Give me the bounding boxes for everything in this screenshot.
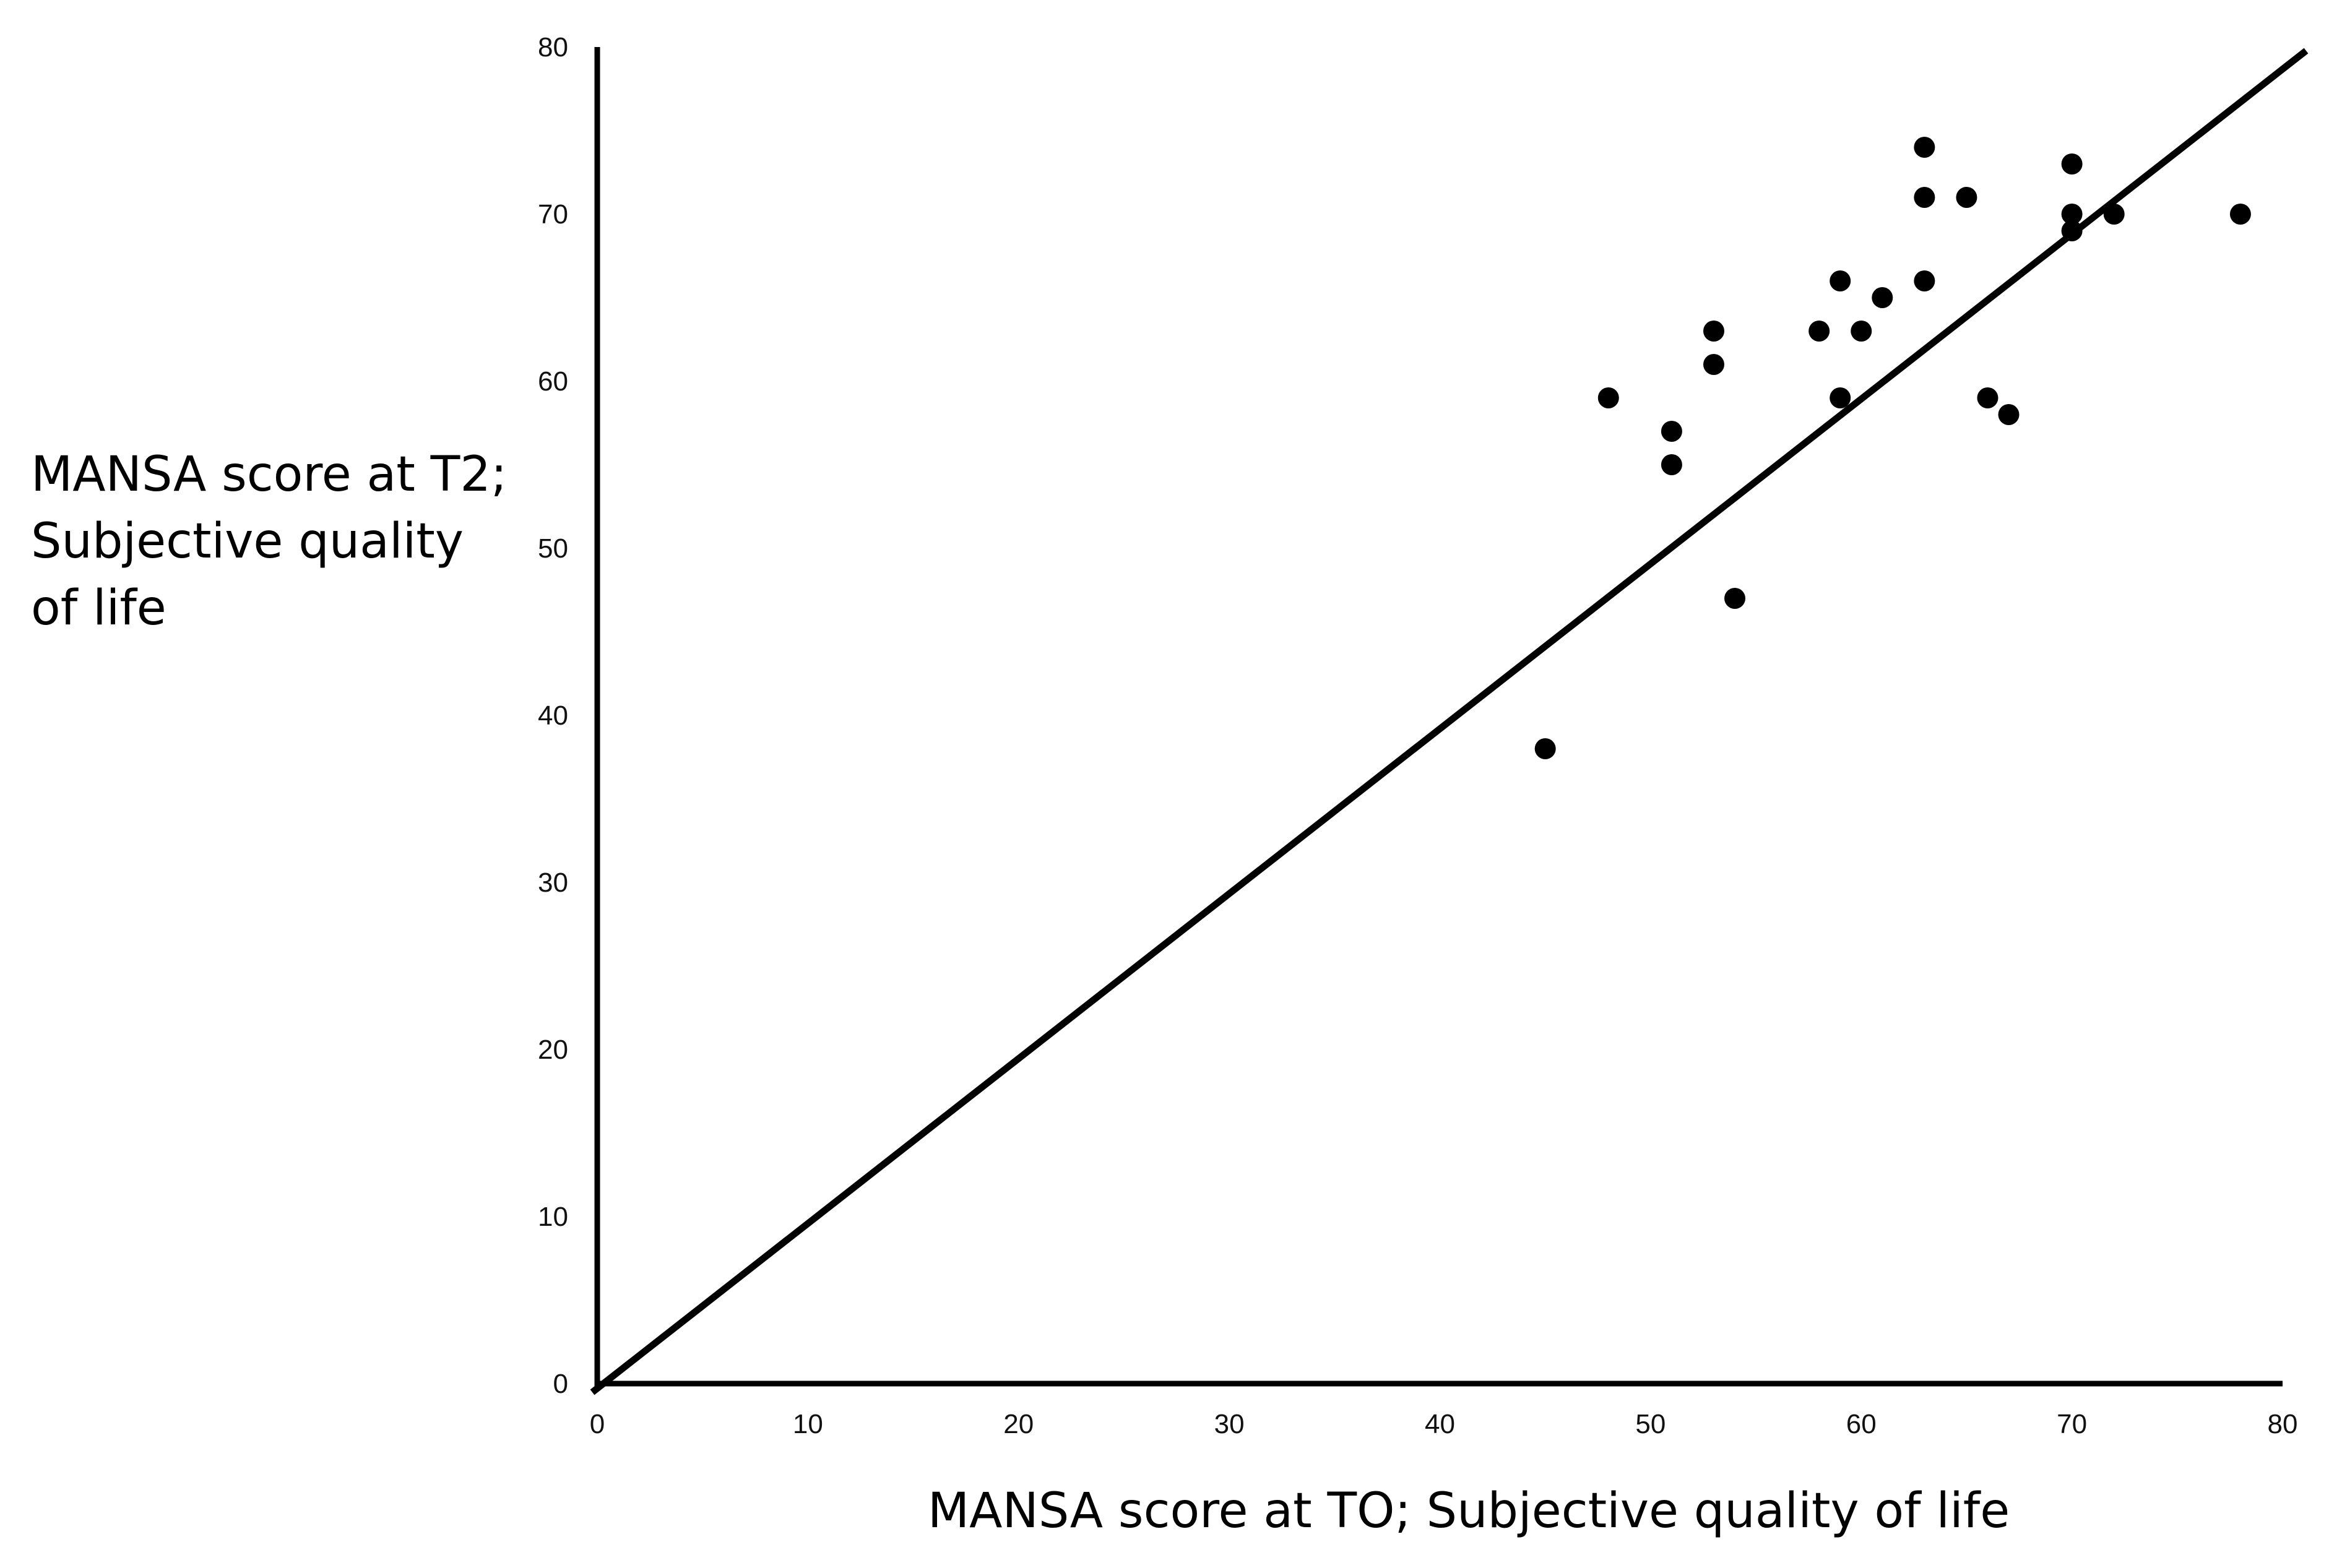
data-point [1808,321,1830,342]
y-tick-label: 30 [538,868,568,898]
data-point [1534,738,1556,759]
data-point [1914,187,1935,208]
data-point [1914,137,1935,158]
x-tick-label: 20 [1003,1409,1034,1439]
x-axis-title: MANSA score at TO; Subjective quality of… [928,1483,2010,1539]
reference-line [590,48,2309,1395]
data-point [2061,153,2083,174]
data-point [2229,204,2251,225]
y-tick-label: 0 [553,1369,568,1399]
x-tick-label: 70 [2057,1409,2087,1439]
plot-area: 0 10 20 30 40 50 60 70 80 0 10 20 30 40 50 60 70 80 [538,32,2309,1439]
y-tick-label: 60 [538,366,568,397]
y-axis-title-line: of life [31,580,166,636]
data-point [1851,321,1872,342]
data-point [2061,204,2083,225]
x-tick-label: 30 [1214,1409,1245,1439]
y-axis-title: MANSA score at T2; Subjective quality of l… [31,447,507,636]
y-tick-label: 80 [538,32,568,62]
x-tick-label: 60 [1846,1409,1877,1439]
data-point [1872,287,1893,308]
data-point [1703,354,1724,375]
data-point [1998,404,2020,425]
data-point [1914,270,1935,291]
data-point [1661,454,1682,475]
y-tick-label: 50 [538,533,568,564]
data-point [2103,204,2125,225]
y-axis-title-line: Subjective quality [31,514,464,569]
data-point [1724,588,1746,609]
x-tick-label: 80 [2268,1409,2298,1439]
y-tick-label: 10 [538,1202,568,1232]
data-point [1597,387,1619,408]
data-point [1661,421,1682,442]
data-point [1830,270,1851,291]
data-point [1977,387,1998,408]
data-point [1956,187,1977,208]
data-point [1830,387,1851,408]
x-tick-label: 0 [590,1409,605,1439]
y-tick-label: 40 [538,700,568,731]
x-tick-label: 10 [793,1409,823,1439]
data-point [1703,321,1724,342]
x-tick-label: 40 [1425,1409,1455,1439]
data-point [2061,220,2083,241]
y-tick-label: 20 [538,1035,568,1065]
y-tick-label: 70 [538,199,568,230]
x-tick-label: 50 [1635,1409,1666,1439]
y-axis-title-line: MANSA score at T2; [31,447,507,502]
